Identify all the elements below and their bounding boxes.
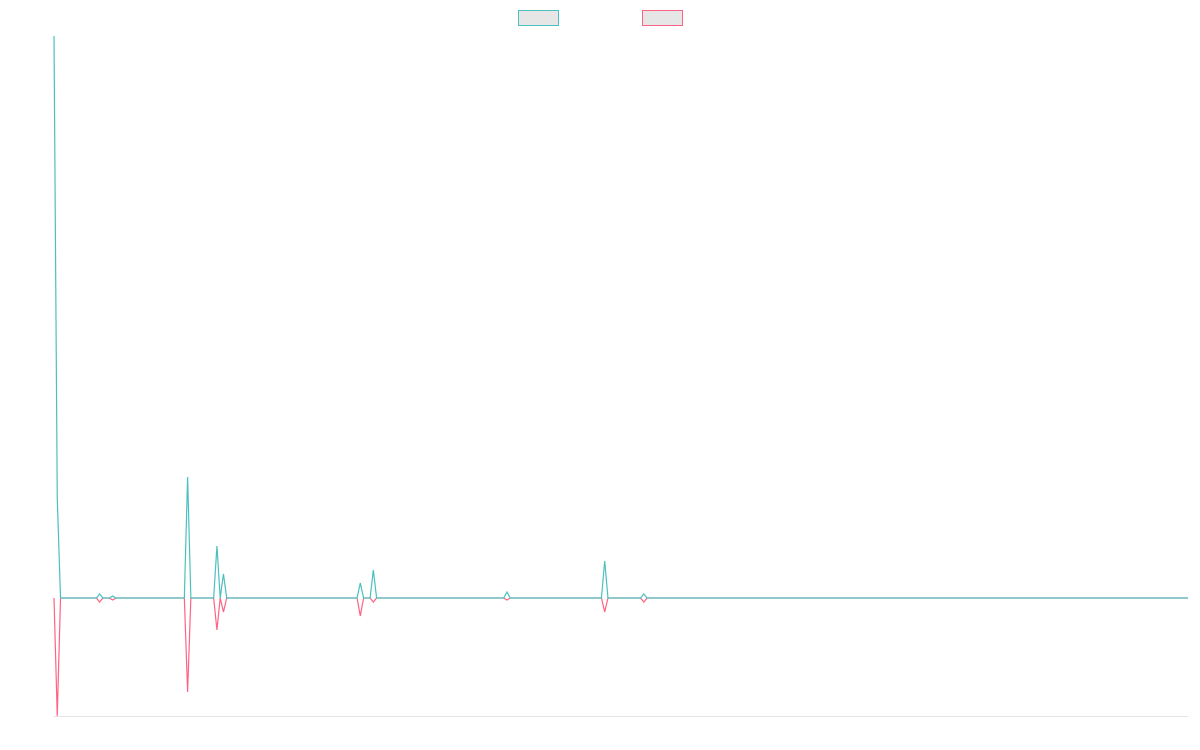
series-line — [53, 597, 1188, 717]
legend-swatch — [518, 10, 559, 26]
legend-swatch — [642, 10, 683, 26]
series-line — [53, 35, 1188, 599]
